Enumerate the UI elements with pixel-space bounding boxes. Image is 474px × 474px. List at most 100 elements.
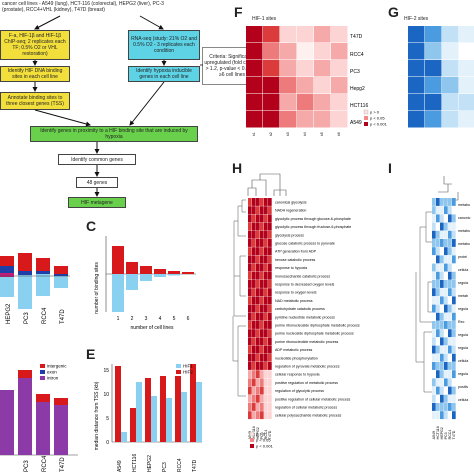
panel-i-cell: [444, 370, 448, 379]
panel-i-cell: [448, 263, 452, 272]
panel-h-cell: [260, 345, 264, 354]
panel-c-tick-3: 3: [145, 316, 148, 322]
panel-h-cell: [256, 296, 260, 305]
panel-h-cell: [252, 378, 256, 387]
panel-h-dendrogram-top: [247, 173, 287, 196]
panel-h-cell: [264, 247, 268, 256]
panel-h-cells: [248, 198, 272, 420]
panel-c-bar-2-hif1: [126, 262, 138, 274]
panel-i-cell: [432, 247, 436, 256]
panel-h-cell: [248, 288, 252, 297]
panel-h-cell: [260, 329, 264, 338]
panel-d-xlabel-2: T47D: [60, 457, 66, 472]
panel-f-row-3: Hepg2: [350, 86, 365, 92]
panel-g-cell: [459, 94, 474, 111]
panel-i-cell: [436, 378, 440, 387]
panel-i-cell: [440, 304, 444, 313]
panel-e-ytick-15: 15: [103, 368, 109, 374]
panel-h-xlabel: PC3: [260, 432, 264, 439]
panel-h-cell: [256, 321, 260, 329]
panel-c-bar-1-hif2: [112, 274, 124, 312]
panel-g-cell: [408, 26, 425, 43]
panel-g-cell: [408, 77, 425, 94]
panel-i-label: positiv: [458, 385, 468, 389]
panel-h-cell: [256, 403, 260, 411]
panel-h-term: cellular response to hypoxia: [275, 373, 320, 377]
panel-f-cell: [246, 26, 263, 43]
panel-f-cell: [314, 43, 331, 60]
panel-h-cell: [248, 345, 252, 354]
panel-h-cell: [248, 378, 252, 387]
panel-i-xlabel: HCT116: [436, 426, 440, 439]
panel-h-cell: [268, 288, 272, 297]
panel-i-cell: [448, 337, 452, 346]
panel-i-xlabels: A549 HCT116 HEPG2 PC3 RCC4 T47D: [432, 426, 456, 439]
panel-i-cell: [436, 271, 440, 280]
panel-i-cell: [444, 271, 448, 280]
panel-i-cell: [452, 362, 456, 370]
panel-g-cell: [408, 94, 425, 111]
panel-g-cell: [425, 26, 442, 43]
panel-f-heatmap: k1 k2 k3 k4 k5 k6 T47D RCC4 PC3 Hepg2 HCT116 …: [246, 26, 388, 136]
panel-i-cell: [448, 321, 452, 329]
panel-i-cell: [432, 222, 436, 231]
panel-h-cell: [256, 214, 260, 223]
panel-i-xlabel: HEPG2: [440, 427, 444, 439]
panel-i-cell: [444, 239, 448, 247]
panel-h-cell: [248, 337, 252, 346]
panel-c-tick-5: 5: [173, 316, 176, 322]
panel-i-cell: [444, 280, 448, 288]
panel-h-cell: [248, 271, 252, 280]
panel-b-xlabel-2: RCC4: [42, 307, 48, 324]
panel-g-cell: [408, 60, 425, 77]
panel-i-cell: [436, 304, 440, 313]
panel-h-cell: [268, 312, 272, 321]
panel-label-g: G: [388, 4, 399, 20]
panel-e-chart: median distance from TSS (kb) 0 5 10 15 …: [94, 364, 202, 472]
panel-h-cell: [264, 198, 268, 206]
panel-g-cell: [425, 111, 442, 128]
panel-h-term: regulation of pyruvate metabolic process: [275, 365, 340, 369]
panel-i-cell: [448, 411, 452, 420]
panel-i-cell: [444, 394, 448, 403]
panel-label-c: C: [86, 218, 97, 234]
panel-h-term: canonical glycolysis: [275, 201, 307, 205]
panel-f-cell: [331, 94, 348, 111]
panel-f-title: HIF-1 sites: [252, 16, 277, 22]
panel-i-cell: [452, 288, 456, 297]
panel-f-cell: [263, 94, 280, 111]
panel-h-cell: [260, 214, 264, 223]
panel-h-cell: [260, 263, 264, 272]
panel-i-cell: [436, 255, 440, 264]
panel-c-bar-5-hif2: [168, 274, 180, 276]
panel-h-cell: [264, 271, 268, 280]
panel-e-xlabel-2: HEPG2: [147, 455, 153, 472]
panel-g-cell: [425, 43, 442, 60]
panel-h-cell: [268, 280, 272, 288]
panel-i-cell: [436, 353, 440, 362]
panel-h-xlabel: T47D: [268, 430, 272, 439]
panel-h-cell: [248, 386, 252, 395]
panel-i-label: metabo: [458, 203, 470, 207]
panel-e-bar-t47d-hif2: [196, 382, 202, 442]
panel-i-cell: [432, 329, 436, 338]
panel-c-tick-1: 1: [117, 316, 120, 322]
panel-h-cell: [256, 288, 260, 297]
panel-h-cell: [264, 370, 268, 379]
panel-i-cell: [452, 214, 456, 223]
panel-f-cell: [331, 111, 348, 128]
panel-i-cell: [440, 394, 444, 403]
panel-h-cell: [264, 378, 268, 387]
panel-h-term: glycolysis process: [275, 233, 304, 237]
panel-f-cell: [314, 60, 331, 77]
panel-h-cell: [260, 288, 264, 297]
panel-d-legend-1: exon: [47, 370, 57, 375]
panel-i-xlabel: T47D: [452, 430, 456, 439]
panel-i-cell: [444, 386, 448, 395]
cell-lines-line2: (prostate), RCC4+VHL (kidney), T47D (bre…: [2, 6, 105, 13]
panel-h-cell: [268, 337, 272, 346]
panel-i-cell: [432, 394, 436, 403]
panel-h-cell: [268, 198, 272, 206]
panel-label-f: F: [234, 4, 243, 20]
panel-d-chart: intergenic exon intron PC3 RCC4 T47D: [0, 364, 78, 472]
